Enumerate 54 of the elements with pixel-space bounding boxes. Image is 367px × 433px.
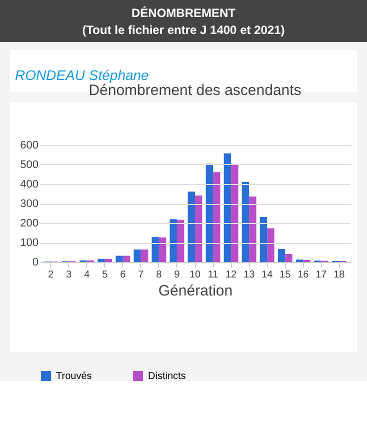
x-tick-label: 18 [334, 270, 346, 280]
x-tick-label: 5 [102, 270, 108, 280]
x-axis-title: Génération [158, 282, 233, 300]
x-tick-label: 4 [84, 270, 90, 280]
bar [267, 228, 274, 262]
bar [122, 256, 130, 262]
y-tick-label: 300 [20, 198, 38, 210]
bar [134, 250, 141, 262]
x-tick-label: 3 [66, 270, 72, 280]
y-tick-label: 600 [20, 140, 38, 152]
x-tick-label: 10 [189, 270, 201, 280]
y-tick-label: 500 [20, 159, 38, 171]
x-tick-label: 2 [48, 270, 54, 280]
y-tick-label: 400 [20, 178, 38, 190]
text: (Tout le fichier entre J 1400 et 2021) [82, 23, 285, 37]
y-tick-label: 0 [32, 256, 38, 268]
bar [152, 237, 159, 262]
x-tick-label: 13 [244, 270, 256, 280]
y-tick-label: 100 [20, 237, 38, 249]
x-tick-label: 7 [138, 270, 144, 280]
bar [170, 219, 177, 262]
y-tick-label: 200 [20, 218, 38, 230]
bar [285, 254, 292, 262]
x-tick-label: 9 [174, 270, 180, 280]
bar [98, 258, 105, 262]
x-tick-label: 15 [280, 270, 292, 280]
bar [242, 182, 250, 262]
bar [158, 237, 166, 262]
x-tick-label: 14 [262, 270, 274, 280]
x-tick-label: 11 [208, 270, 219, 280]
legend-label: Trouvés [56, 371, 92, 382]
bar [231, 164, 238, 262]
text: RONDEAU Stéphane [15, 67, 150, 83]
bar [176, 220, 184, 262]
bar [188, 192, 195, 262]
bar [206, 164, 214, 262]
x-tick-label: 17 [316, 270, 328, 280]
x-tick-label: 12 [225, 270, 238, 280]
bar [260, 216, 268, 262]
chart-title: Dénombrement des ascendants [88, 82, 302, 99]
bar [213, 172, 220, 262]
bar [195, 196, 202, 262]
text: DÉNOMBREMENT [132, 6, 236, 20]
x-tick-label: 16 [298, 270, 310, 280]
bar [278, 248, 286, 262]
bar [104, 258, 112, 262]
legend-label: Distincts [148, 371, 186, 382]
x-tick-label: 6 [120, 270, 126, 280]
x-tick-label: 8 [156, 270, 162, 280]
bar [116, 256, 123, 262]
bar [140, 250, 148, 262]
bar [224, 153, 232, 262]
bar [296, 259, 304, 262]
bar [249, 196, 256, 262]
